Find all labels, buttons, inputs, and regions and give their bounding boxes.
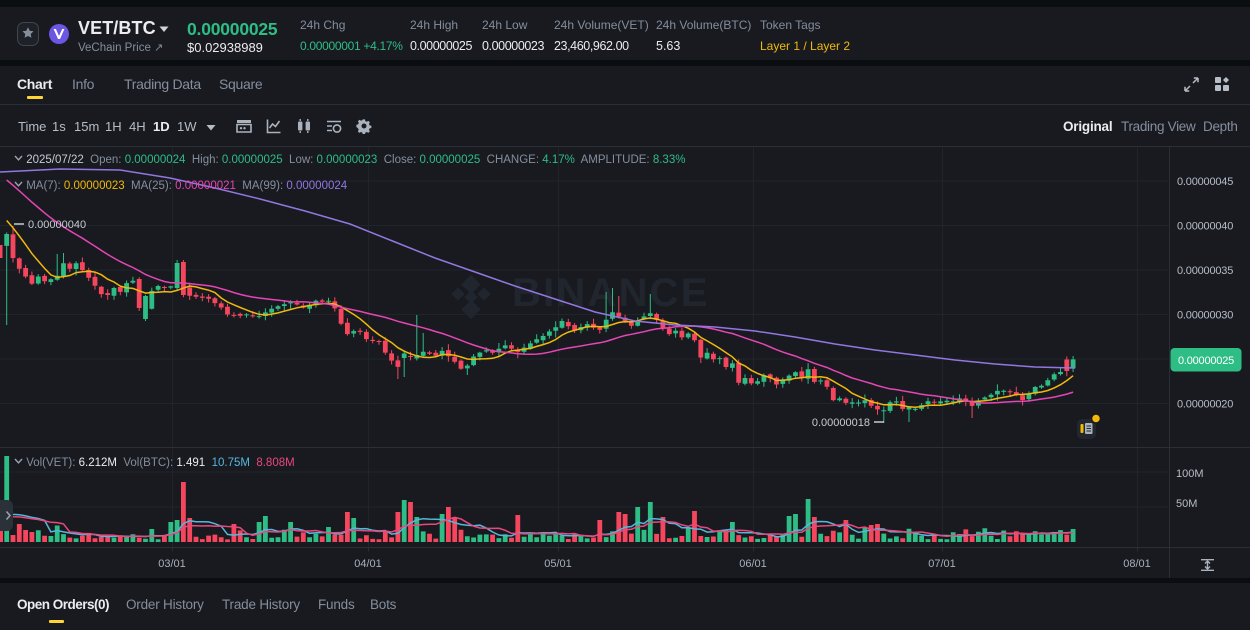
svg-text:0.00000030: 0.00000030 xyxy=(1177,310,1233,322)
svg-text:0.00000040: 0.00000040 xyxy=(28,219,86,231)
svg-text:07/01: 07/01 xyxy=(928,558,956,570)
svg-text:100M: 100M xyxy=(1176,468,1204,480)
svg-text:0.00000035: 0.00000035 xyxy=(1177,265,1233,277)
svg-text:0.00000045: 0.00000045 xyxy=(1177,176,1233,188)
svg-text:0.00000025: 0.00000025 xyxy=(1178,355,1234,367)
svg-text:06/01: 06/01 xyxy=(739,558,767,570)
svg-text:0.00000040: 0.00000040 xyxy=(1177,221,1233,233)
svg-text:03/01: 03/01 xyxy=(158,558,186,570)
svg-text:0.00000018: 0.00000018 xyxy=(812,417,870,429)
svg-text:04/01: 04/01 xyxy=(354,558,382,570)
svg-text:0.00000020: 0.00000020 xyxy=(1177,399,1233,411)
svg-text:05/01: 05/01 xyxy=(544,558,572,570)
svg-text:08/01: 08/01 xyxy=(1123,558,1151,570)
svg-text:50M: 50M xyxy=(1176,498,1197,510)
svg-text:BINANCE: BINANCE xyxy=(512,271,710,315)
